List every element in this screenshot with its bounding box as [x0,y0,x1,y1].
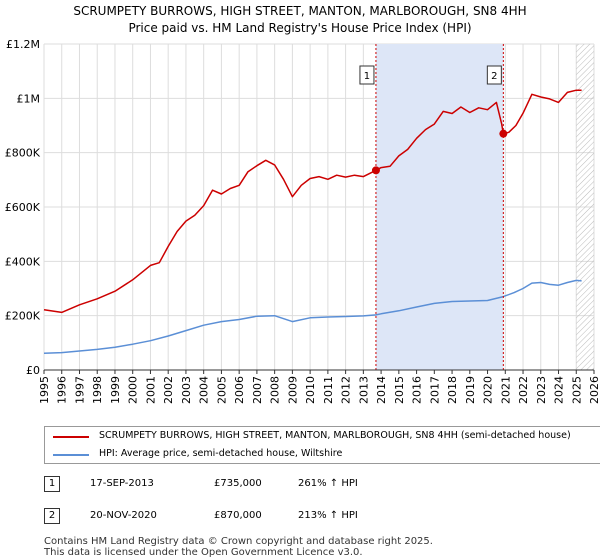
legend-label-hpi: HPI: Average price, semi-detached house,… [99,448,343,459]
hpi-line [43,279,582,354]
y-tick-label: £600K [5,201,41,214]
sale-number-badge: 1 [44,476,60,492]
licence-notice: This data is licensed under the Open Gov… [44,547,363,558]
x-tick-label: 2016 [411,376,424,404]
x-tick-label: 2001 [144,376,157,404]
x-tick-label: 2012 [340,376,353,404]
sale-point [499,129,508,138]
ownership-shade [375,44,504,370]
y-tick-label: £400K [5,255,41,268]
y-tick-label: £200K [5,310,41,323]
legend-label-property: SCRUMPETY BURROWS, HIGH STREET, MANTON, … [99,430,571,441]
sale-label: 1 [364,71,370,82]
sale-label-box [486,65,502,85]
y-tick-label: £1M [17,92,41,105]
x-tick-label: 2014 [375,376,388,404]
x-tick-label: 2017 [428,376,441,404]
x-tick-label: 1998 [91,376,104,404]
legend-swatch-hpi [53,454,89,456]
sale-date: 17-SEP-2013 [90,478,154,489]
x-tick-label: 2015 [393,376,406,404]
x-tick-label: 2007 [251,376,264,404]
y-tick-label: £800K [5,147,41,160]
copyright-notice: Contains HM Land Registry data © Crown c… [44,536,433,547]
x-tick-label: 2010 [304,376,317,404]
x-tick-label: 1995 [38,376,51,404]
x-tick-label: 2006 [233,376,246,404]
x-tick-label: 2005 [215,376,228,404]
x-tick-label: 1997 [73,376,86,404]
x-tick-label: 2000 [127,376,140,404]
y-tick-label: £1.2M [6,38,40,51]
x-tick-label: 2023 [535,376,548,404]
x-tick-label: 2019 [464,376,477,404]
sale-hpi-change: 213% ↑ HPI [298,510,358,521]
x-tick-label: 1996 [56,376,69,404]
price-chart: 1 2 £0 £200K £400K £600K £800K £1M £1.2M 1995 199… [5,38,600,404]
legend-swatch-property [53,436,89,438]
future-hatch [576,44,594,370]
x-tick-label: 1999 [109,376,122,404]
x-tick-label: 2004 [198,376,211,404]
legend: SCRUMPETY BURROWS, HIGH STREET, MANTON, … [44,426,600,464]
x-tick-label: 2009 [286,376,299,404]
sale-number-badge: 2 [44,508,60,524]
chart-subtitle: Price paid vs. HM Land Registry's House … [128,21,472,35]
x-tick-label: 2024 [553,376,566,404]
x-tick-label: 2018 [446,376,459,404]
sale-label-box [359,65,375,85]
x-tick-label: 2022 [517,376,530,404]
sale-hpi-change: 261% ↑ HPI [298,478,358,489]
x-tick-label: 2002 [162,376,175,404]
x-tick-label: 2026 [588,376,600,404]
sale-price: £870,000 [214,510,262,521]
sale-point [371,166,380,175]
x-tick-label: 2020 [482,376,495,404]
x-tick-label: 2008 [269,376,282,404]
sale-label: 2 [491,71,497,82]
x-tick-label: 2021 [499,376,512,404]
x-tick-label: 2013 [357,376,370,404]
chart-title: SCRUMPETY BURROWS, HIGH STREET, MANTON, … [73,4,527,18]
x-tick-label: 2003 [180,376,193,404]
sale-price: £735,000 [214,478,262,489]
x-tick-label: 2011 [322,376,335,404]
y-tick-label: £0 [26,364,40,377]
x-tick-label: 2025 [570,376,583,404]
sale-date: 20-NOV-2020 [90,510,157,521]
